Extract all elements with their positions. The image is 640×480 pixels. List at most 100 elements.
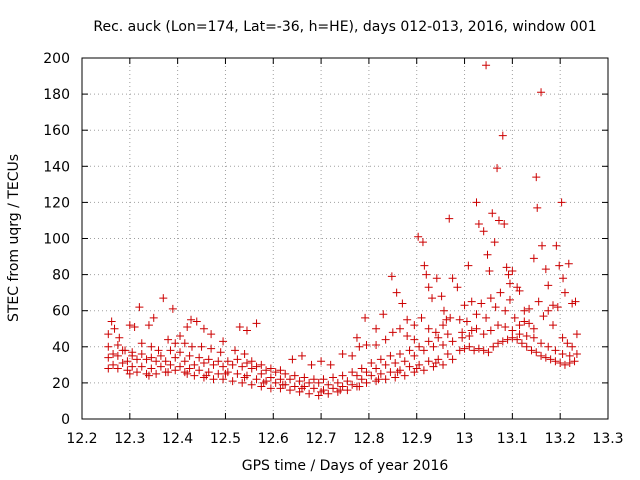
data-point [319, 375, 328, 384]
x-tick-label: 12.5 [210, 431, 241, 447]
data-point [379, 310, 388, 319]
data-point [367, 359, 376, 368]
data-point [494, 216, 503, 225]
data-point [485, 266, 494, 275]
data-point [493, 164, 502, 173]
data-point [247, 357, 256, 366]
data-point [176, 331, 185, 340]
axis-ticks: 12.2 12.3 12.4 12.5 12.6 12.7 12.8 12.9 13 13.1 13… [43, 51, 623, 447]
data-point [477, 299, 486, 308]
data-point [355, 382, 364, 391]
data-point [553, 303, 562, 312]
data-point [410, 351, 419, 360]
x-tick-label: 12.7 [306, 431, 337, 447]
data-point [202, 371, 211, 380]
data-point [517, 339, 526, 348]
data-point [305, 378, 314, 387]
data-point [439, 340, 448, 349]
data-point [161, 357, 170, 366]
data-point [448, 274, 457, 283]
data-point [147, 353, 156, 362]
data-point [534, 297, 543, 306]
data-point [290, 382, 299, 391]
data-point [266, 373, 275, 382]
data-point [107, 317, 116, 326]
data-point [252, 319, 261, 328]
data-point [336, 386, 345, 395]
data-points [104, 61, 581, 400]
data-point [192, 317, 201, 326]
data-point [233, 355, 242, 364]
data-point [166, 346, 175, 355]
data-point [555, 261, 564, 270]
data-point [448, 355, 457, 364]
data-point [424, 283, 433, 292]
data-point [104, 330, 113, 339]
data-point [464, 261, 473, 270]
data-point [563, 339, 572, 348]
data-point [240, 350, 249, 359]
data-point [510, 313, 519, 322]
data-point [266, 384, 275, 393]
x-tick-label: 12.9 [401, 431, 432, 447]
data-point [221, 369, 230, 378]
data-point [482, 61, 491, 70]
data-point [144, 321, 153, 330]
data-point [118, 346, 127, 355]
data-point [571, 297, 580, 306]
data-point [110, 324, 119, 333]
data-point [128, 351, 137, 360]
data-point [501, 306, 510, 315]
data-point [176, 348, 185, 357]
data-point [505, 279, 514, 288]
data-point [455, 315, 464, 324]
y-axis-label: STEC from uqrg / TECUs [6, 154, 22, 322]
data-point [233, 369, 242, 378]
data-point [410, 335, 419, 344]
data-point [137, 339, 146, 348]
data-point [297, 351, 306, 360]
data-point [564, 259, 573, 268]
data-point [197, 342, 206, 351]
data-point [488, 209, 497, 218]
data-point [180, 339, 189, 348]
data-point [498, 337, 507, 346]
data-point [115, 333, 124, 342]
data-point [381, 335, 390, 344]
data-point [557, 198, 566, 207]
data-point [183, 322, 192, 331]
data-point [348, 351, 357, 360]
data-point [472, 324, 481, 333]
x-tick-label: 13.2 [545, 431, 576, 447]
data-point [533, 203, 542, 212]
data-point [286, 386, 295, 395]
data-point [324, 380, 333, 389]
y-tick-label: 140 [43, 159, 70, 175]
data-point [565, 359, 574, 368]
x-tick-label: 12.3 [114, 431, 145, 447]
data-point [130, 322, 139, 331]
data-point [300, 373, 309, 382]
data-point [278, 380, 287, 389]
data-point [190, 360, 199, 369]
data-point [132, 368, 141, 377]
data-point [352, 333, 361, 342]
data-point [546, 355, 555, 364]
data-point [448, 337, 457, 346]
data-point [424, 324, 433, 333]
y-tick-label: 120 [43, 195, 70, 211]
data-point [216, 348, 225, 357]
data-point [288, 355, 297, 364]
data-point [525, 319, 534, 328]
data-point [467, 326, 476, 335]
x-tick-label: 12.8 [353, 431, 384, 447]
data-point [104, 353, 113, 362]
data-point [568, 299, 577, 308]
data-point [144, 371, 153, 380]
data-point [483, 250, 492, 259]
data-point [558, 350, 567, 359]
data-point [376, 369, 385, 378]
data-point [570, 357, 579, 366]
data-point [125, 369, 134, 378]
